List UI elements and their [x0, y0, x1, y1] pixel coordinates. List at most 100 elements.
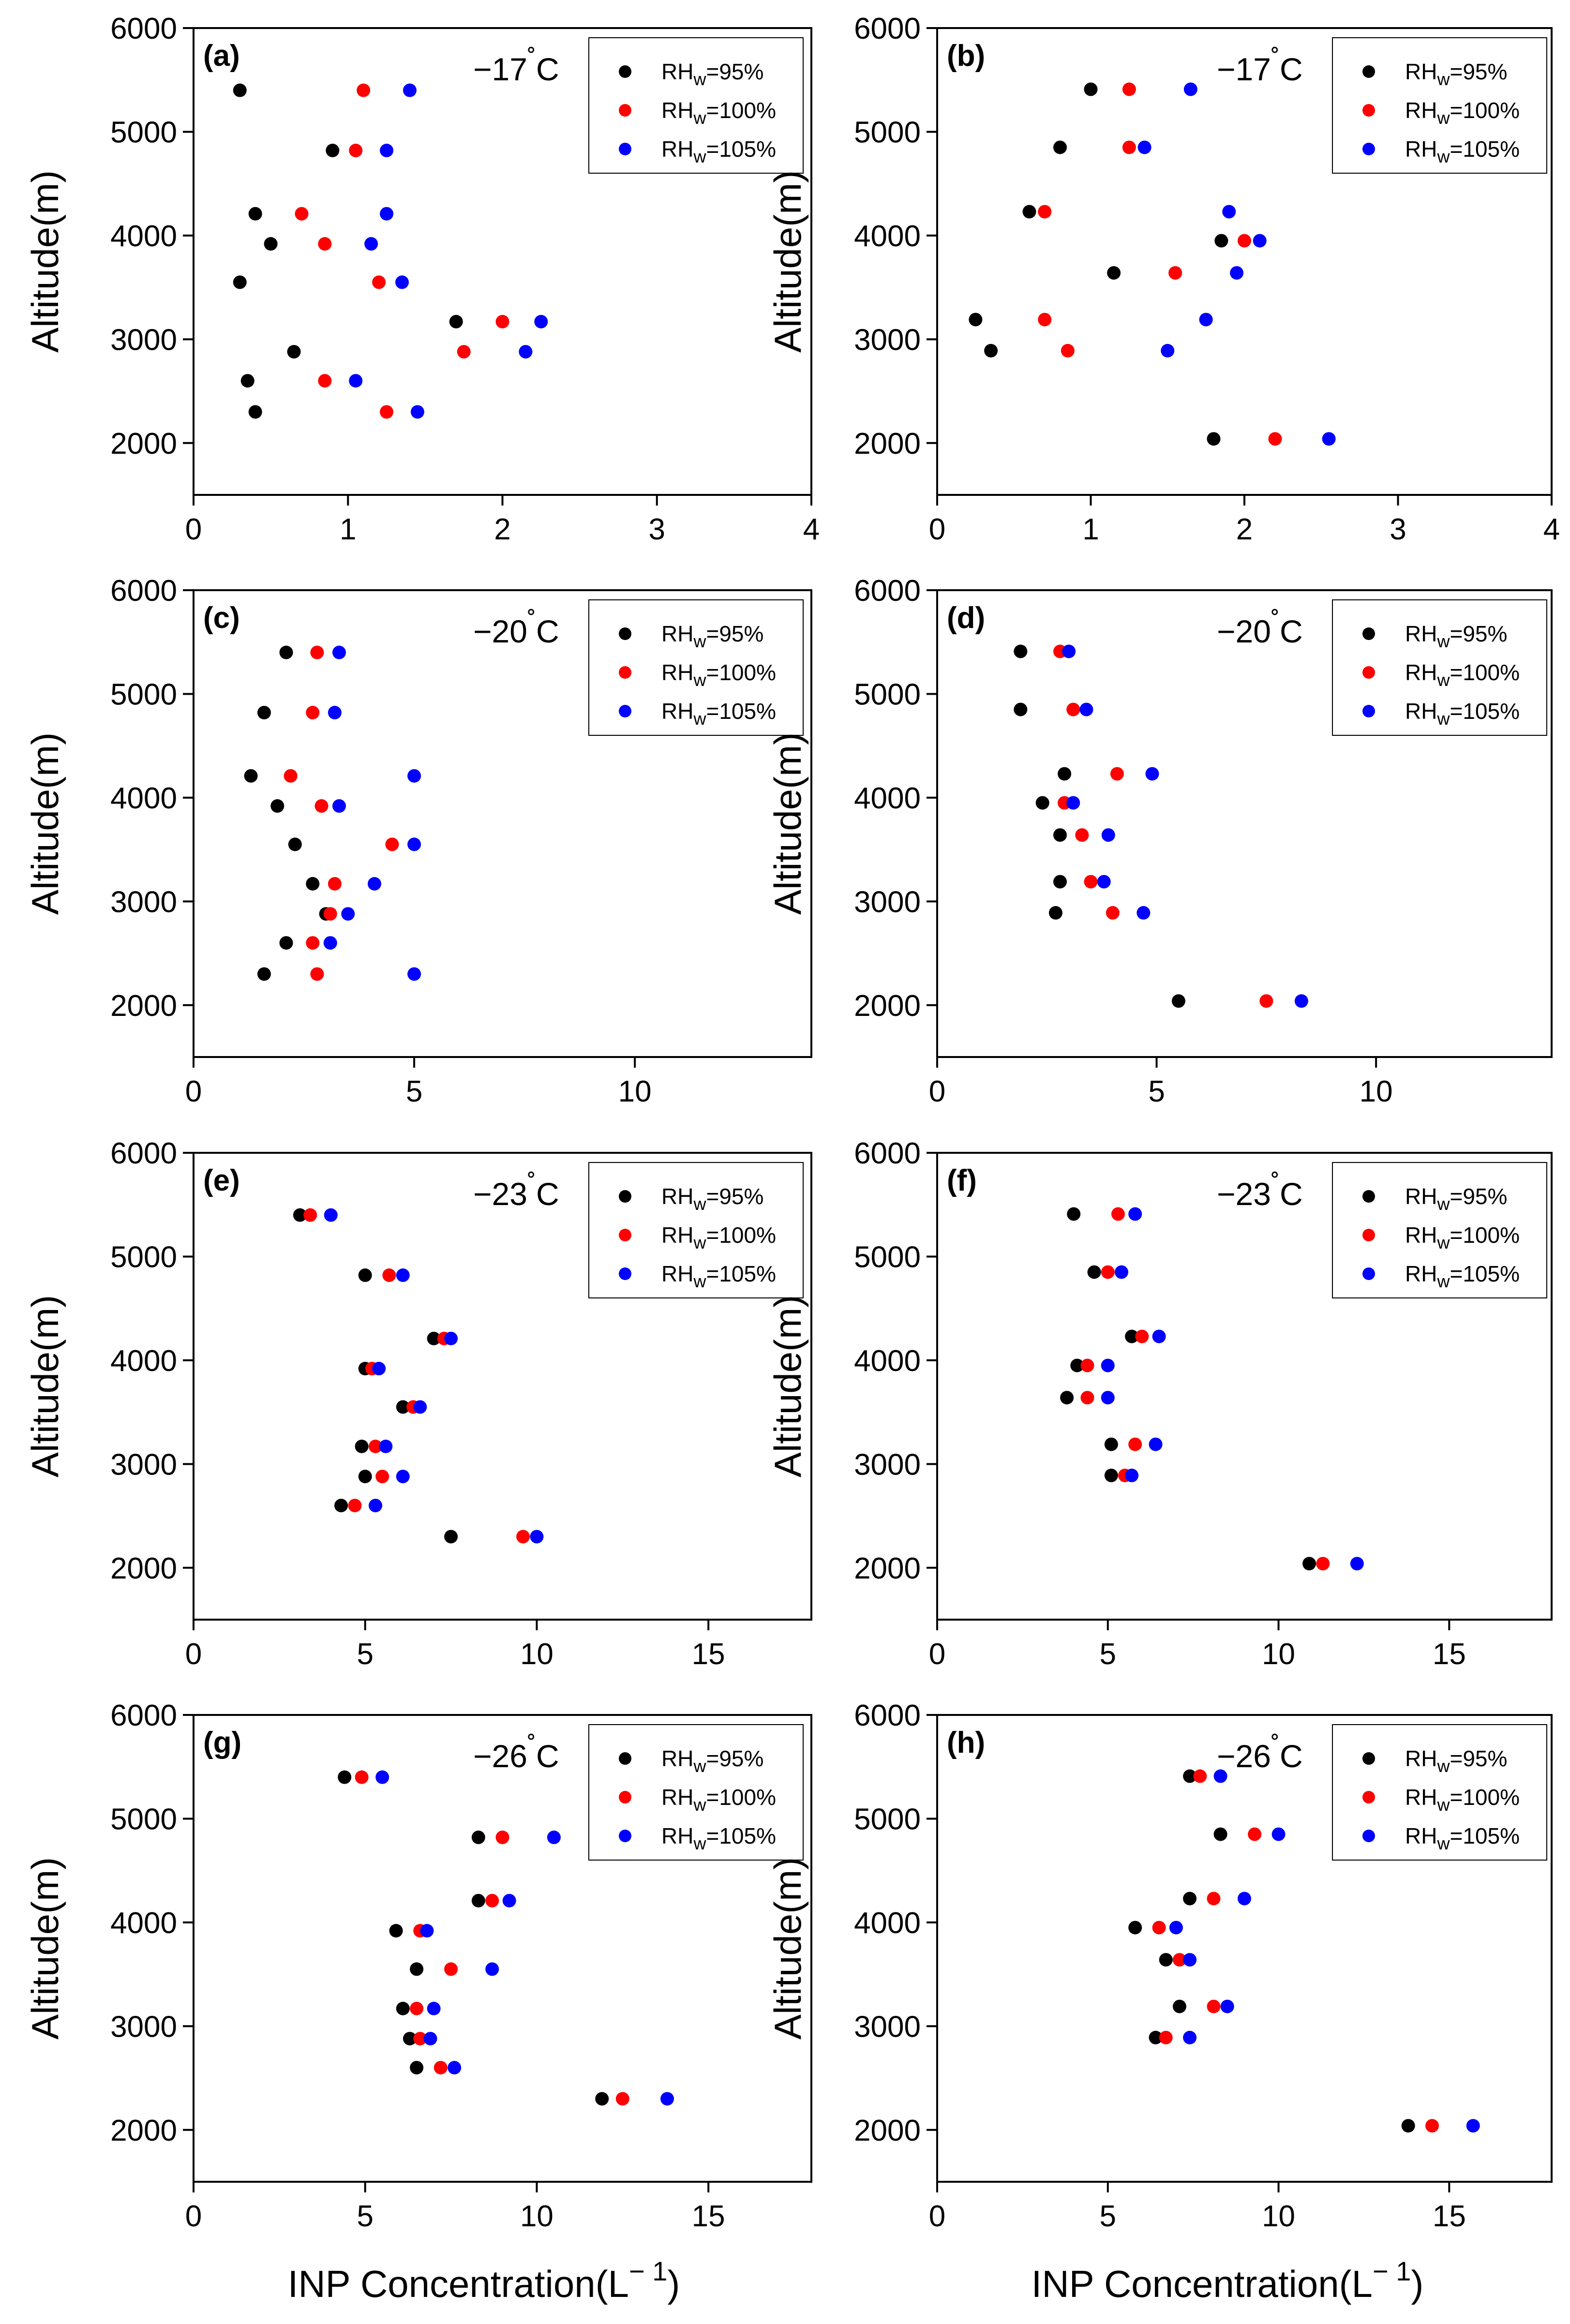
panel-g-series-1 — [355, 1770, 629, 2106]
panel-c-point-s0-p8 — [257, 967, 271, 981]
panel-d-point-s1-p1 — [1066, 702, 1080, 716]
panel-h-frame — [936, 1714, 1553, 2183]
panel-b-point-s0-p2 — [1022, 205, 1036, 219]
panel-d-label: (d) — [947, 601, 985, 635]
panel-h: 2000 3000 4000 5000 6000 0 5 10 15 Altitude(m) (h)… — [766, 1699, 1553, 2233]
panel-f-point-s0-p0 — [1067, 1207, 1081, 1221]
panel-a-xtick-label-4: 4 — [803, 513, 820, 546]
panel-f-ytick-label-6000: 6000 — [854, 1137, 921, 1170]
panel-g-ytick-label-2000: 2000 — [110, 2114, 177, 2147]
panel-e-series-2 — [324, 1208, 544, 1544]
panel-h-legend-marker-2 — [1362, 1830, 1375, 1842]
panel-e-temperature-label: −23˚C — [473, 1169, 559, 1212]
panel-c-ytick-label-4000: 4000 — [110, 782, 177, 815]
panel-e-point-s2-p3 — [372, 1362, 386, 1376]
panel-d-point-s2-p5 — [1097, 875, 1111, 889]
panel-a-temperature-label: −17˚C — [473, 45, 559, 87]
panel-g-point-s1-p8 — [615, 2092, 629, 2106]
panel-c-point-s1-p4 — [385, 837, 399, 851]
panel-b-point-s1-p5 — [1038, 313, 1052, 327]
panel-b-legend-marker-0 — [1362, 65, 1375, 78]
panel-e-label: (e) — [203, 1164, 240, 1197]
panel-b-point-s2-p5 — [1199, 313, 1213, 327]
panel-a-ytick-label-2000: 2000 — [110, 427, 177, 461]
panel-a-point-s2-p0 — [403, 83, 417, 97]
panel-d-series-0 — [1014, 644, 1185, 1008]
panel-c-point-s2-p4 — [407, 837, 421, 851]
panel-g-y-axis-title: Altitude(m) — [24, 1857, 66, 2040]
panel-f-legend-entry-0: RHw=95% — [1405, 1184, 1507, 1214]
panel-a-point-s1-p6 — [457, 345, 471, 359]
panel-f-xtick-label-5: 5 — [1100, 1638, 1116, 1671]
panel-e-point-s1-p1 — [382, 1268, 396, 1282]
panel-b-legend-entry-0: RHw=95% — [1405, 59, 1507, 89]
panel-b-point-s2-p2 — [1222, 205, 1236, 219]
panel-g-point-s2-p1 — [547, 1831, 561, 1845]
panel-g-point-s2-p2 — [502, 1893, 516, 1907]
panel-b-temperature-label: −17˚C — [1217, 45, 1303, 87]
panel-e-legend-entry-0: RHw=95% — [661, 1184, 763, 1214]
panel-d-ytick-label-3000: 3000 — [854, 885, 921, 919]
panel-d-legend-entry-2: RHw=105% — [1405, 699, 1520, 729]
panel-g-point-s2-p0 — [375, 1770, 389, 1784]
panel-e-point-s0-p8 — [444, 1530, 458, 1544]
panel-h-point-s1-p5 — [1207, 1999, 1221, 2013]
panel-e-ytick-label-5000: 5000 — [110, 1240, 177, 1274]
panel-d-point-s2-p3 — [1066, 796, 1080, 810]
panel-a-point-s2-p1 — [380, 144, 394, 158]
panel-d-point-s1-p7 — [1259, 994, 1273, 1008]
panel-a-legend-marker-1 — [619, 104, 631, 117]
panel-h-point-s2-p3 — [1169, 1921, 1183, 1935]
panel-b-point-s0-p6 — [984, 343, 998, 358]
panel-f-point-s0-p2 — [1125, 1329, 1139, 1343]
panel-a-point-s0-p3 — [264, 237, 278, 251]
panel-h-point-s0-p6 — [1149, 2030, 1163, 2044]
panel-a-ytick-label-5000: 5000 — [110, 116, 177, 149]
panel-g-point-s2-p4 — [485, 1962, 499, 1976]
panel-d-point-s1-p5 — [1084, 875, 1098, 889]
panel-b-point-s2-p0 — [1183, 82, 1197, 96]
panel-c-point-s0-p2 — [244, 769, 258, 783]
panel-f-temperature-label: −23˚C — [1217, 1169, 1303, 1212]
panel-d-frame — [936, 589, 1553, 1058]
panel-h-xtick-label-5: 5 — [1100, 2200, 1116, 2233]
panel-h-point-s2-p7 — [1466, 2119, 1480, 2133]
panel-g-legend-entry-1: RHw=100% — [661, 1785, 776, 1815]
panel-g-point-s0-p3 — [389, 1924, 403, 1938]
panel-c-point-s1-p0 — [310, 645, 324, 659]
panel-g-point-s1-p5 — [410, 2001, 424, 2015]
panel-d-point-s1-p2 — [1110, 767, 1124, 781]
panel-c-series-2 — [323, 645, 421, 981]
panel-d-xtick-label-5: 5 — [1148, 1075, 1165, 1108]
panel-e-point-s2-p6 — [396, 1470, 410, 1484]
panel-a-point-s1-p5 — [495, 314, 509, 328]
panel-e-ytick-label-4000: 4000 — [110, 1344, 177, 1378]
panel-g-point-s0-p8 — [595, 2092, 609, 2106]
panel-h-xtick-label-10: 10 — [1262, 2200, 1295, 2233]
panel-d-legend-marker-2 — [1362, 705, 1375, 717]
panel-a-point-s2-p5 — [534, 314, 548, 328]
panel-d-legend-entry-1: RHw=100% — [1405, 660, 1520, 690]
panel-b-ytick-label-5000: 5000 — [854, 116, 921, 149]
panel-f-series-2 — [1101, 1207, 1364, 1571]
panel-a-point-s1-p4 — [372, 275, 386, 289]
panel-d-xtick-label-10: 10 — [1360, 1075, 1393, 1108]
panel-a-point-s1-p3 — [318, 237, 332, 251]
panel-g-ytick-label-3000: 3000 — [110, 2010, 177, 2043]
panel-g-xtick-label-5: 5 — [357, 2200, 373, 2233]
panel-b-xtick-label-4: 4 — [1543, 513, 1560, 546]
panel-d-point-s0-p4 — [1053, 828, 1067, 842]
panel-e-frame — [193, 1152, 812, 1621]
panel-h-ytick-label-4000: 4000 — [854, 1907, 921, 1940]
panel-a-point-s0-p8 — [248, 405, 262, 419]
panel-g-point-s1-p1 — [495, 1831, 509, 1845]
panel-g-xtick-label-10: 10 — [520, 2200, 553, 2233]
panel-e-point-s2-p1 — [396, 1268, 410, 1282]
panel-f-point-s1-p2 — [1135, 1329, 1149, 1343]
panel-a-xtick-label-2: 2 — [494, 513, 510, 546]
panel-b-point-s1-p4 — [1168, 266, 1182, 280]
panel-c-xtick-label-0: 0 — [185, 1075, 202, 1108]
panel-c-xtick-label-10: 10 — [618, 1075, 652, 1108]
panel-c-label: (c) — [203, 601, 240, 635]
panel-b-legend-marker-1 — [1362, 104, 1375, 117]
